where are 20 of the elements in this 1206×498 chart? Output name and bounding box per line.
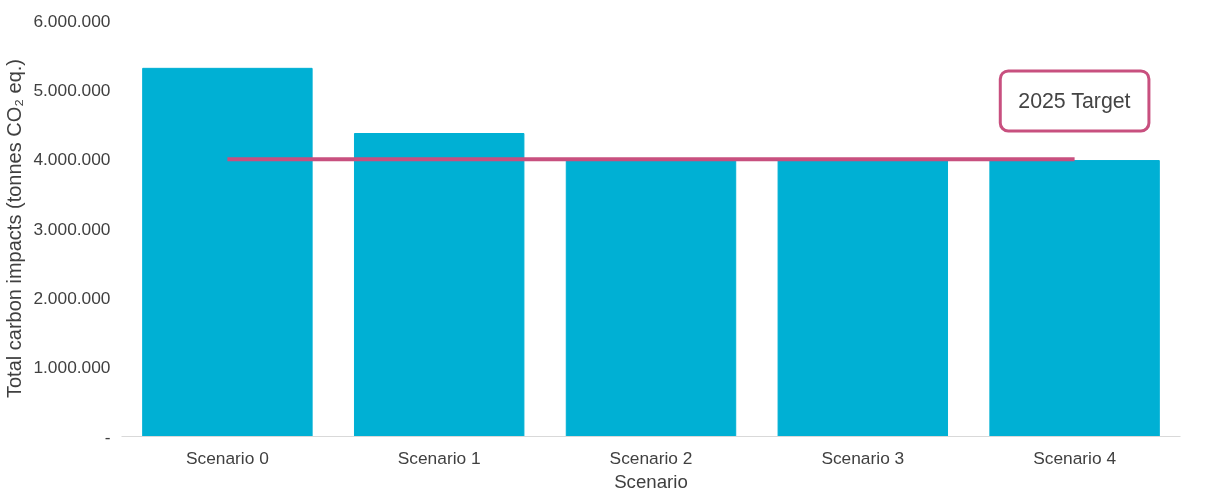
y-tick-label: 3.000.000 [33, 218, 111, 239]
y-tick-label: 6.000.000 [33, 10, 111, 31]
bar [353, 133, 525, 437]
y-tick-label: - [104, 426, 111, 447]
y-axis-title: Total carbon impacts (tonnes CO₂ eq.) [3, 58, 26, 399]
bar [565, 159, 737, 437]
y-tick-label: 5.000.000 [33, 79, 111, 100]
ref-line-label: 2025 Target [1018, 88, 1131, 113]
y-tick-label: 2.000.000 [33, 287, 111, 308]
x-axis-title: Scenario [614, 470, 688, 492]
bar [142, 67, 313, 437]
x-tick-label: Scenario 3 [821, 447, 905, 468]
x-tick-label: Scenario 4 [1033, 447, 1117, 468]
y-tick-label: 1.000.000 [33, 357, 111, 378]
x-tick-label: Scenario 2 [609, 447, 693, 468]
x-tick-label: Scenario 1 [397, 447, 481, 468]
bar [777, 159, 949, 437]
bar [989, 160, 1160, 437]
y-tick-label: 4.000.000 [33, 149, 111, 170]
x-tick-label: Scenario 0 [185, 447, 269, 468]
